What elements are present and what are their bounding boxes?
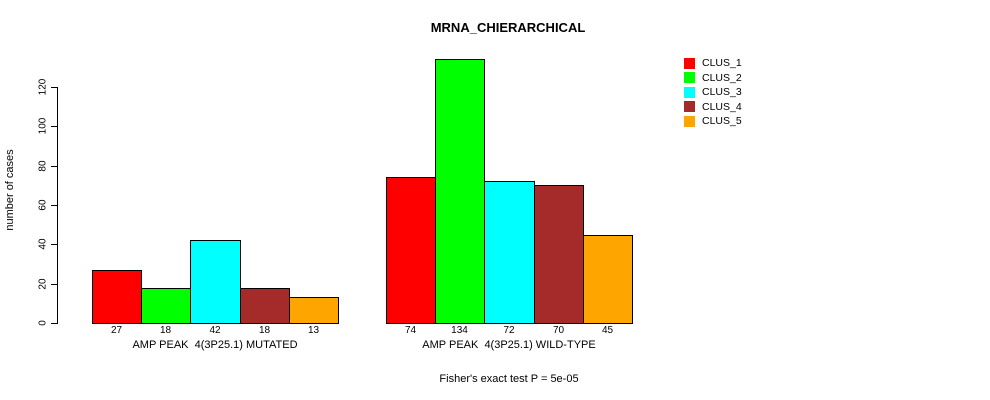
chart-title: MRNA_CHIERARCHICAL: [430, 20, 586, 35]
legend-swatch-clus_2: [684, 72, 695, 83]
legend-label: CLUS_2: [702, 71, 742, 84]
y-tick: [51, 205, 58, 206]
bar-clus_2: [141, 288, 191, 324]
bar-value-label: 70: [552, 325, 565, 336]
legend-label: CLUS_3: [702, 86, 742, 98]
y-tick-label: 60: [37, 199, 49, 211]
legend: CLUS_1 CLUS_2 CLUS_3 CLUS_4 CLUS_5: [684, 57, 742, 130]
bar-clus_4: [534, 185, 584, 324]
bar-clus_2: [435, 59, 485, 324]
legend-row: CLUS_1: [684, 57, 742, 69]
y-axis-label: number of cases: [4, 149, 16, 231]
bar-clus_4: [240, 288, 290, 324]
y-tick: [51, 87, 58, 88]
y-tick-label: 120: [37, 78, 49, 96]
bar-value-label: 42: [209, 325, 221, 336]
legend-row: CLUS_3: [684, 86, 742, 98]
y-tick-label: 0: [37, 320, 49, 326]
bar-clus_1: [92, 270, 142, 324]
legend-swatch-clus_5: [684, 115, 695, 127]
y-tick: [51, 166, 58, 167]
group-label: AMP PEAK 4(3P25.1) MUTATED: [132, 339, 298, 351]
legend-label: CLUS_4: [702, 100, 742, 113]
y-tick-label: 40: [37, 238, 49, 250]
bar-clus_3: [190, 240, 241, 324]
y-tick-label: 80: [37, 160, 49, 172]
y-tick-label: 100: [37, 117, 49, 135]
legend-row: CLUS_5: [684, 115, 742, 127]
bar-clus_1: [386, 177, 436, 324]
y-tick: [51, 284, 58, 285]
bar-value-label: 134: [451, 325, 468, 336]
bar-clus_3: [484, 181, 535, 324]
legend-label: CLUS_5: [702, 115, 742, 127]
bar-clus_5: [583, 235, 633, 324]
bar-value-label: 45: [601, 325, 614, 336]
legend-swatch-clus_3: [684, 86, 695, 98]
legend-row: CLUS_4: [684, 101, 742, 113]
y-tick: [51, 244, 58, 245]
legend-row: CLUS_2: [684, 72, 742, 84]
y-tick: [51, 126, 58, 127]
y-tick-label: 20: [37, 278, 49, 290]
bar-value-label: 27: [110, 325, 123, 336]
bar-value-label: 74: [404, 325, 417, 336]
y-tick: [51, 323, 58, 324]
bar-clus_5: [289, 297, 339, 324]
bar-value-label: 18: [159, 325, 172, 336]
bar-value-label: 13: [307, 325, 320, 336]
group-label: AMP PEAK 4(3P25.1) WILD-TYPE: [422, 339, 596, 351]
bar-value-label: 18: [258, 325, 271, 336]
legend-label: CLUS_1: [702, 57, 742, 69]
legend-swatch-clus_4: [684, 101, 695, 112]
bar-value-label: 72: [503, 325, 515, 336]
fisher-test-annotation: Fisher's exact test P = 5e-05: [439, 373, 579, 385]
legend-swatch-clus_1: [684, 57, 695, 69]
